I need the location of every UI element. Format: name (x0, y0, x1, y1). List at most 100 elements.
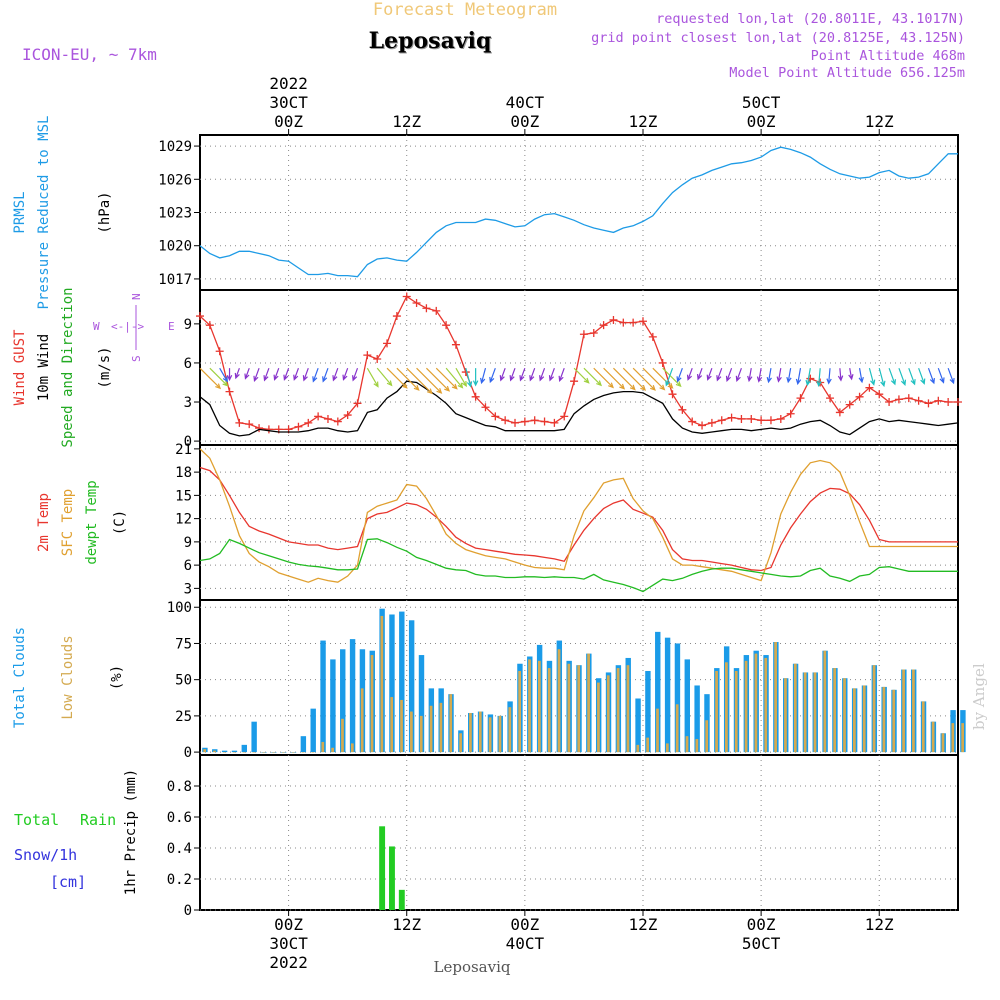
gust-cross-marker (205, 321, 214, 330)
clouds-bar (311, 752, 315, 753)
clouds-bar (449, 694, 453, 753)
gust-cross-marker (954, 398, 962, 407)
gridpoint-coords: grid point closest lon,lat (20.8125E, 43… (591, 30, 965, 46)
clouds-ytick-label: 100 (167, 600, 192, 616)
pressure-axis-label: PRMSL (12, 191, 28, 233)
gust-cross-marker (570, 377, 579, 386)
wind-arrow (509, 367, 516, 382)
wind-arrow (548, 367, 555, 382)
clouds-bar (242, 752, 246, 753)
gust-cross-marker (629, 318, 638, 327)
pressure-ytick-label: 1026 (158, 172, 192, 188)
requested-coords: requested lon,lat (20.8011E, 43.1017N) (656, 11, 965, 27)
gust-cross-marker (698, 421, 707, 430)
wind-arrow (937, 367, 945, 384)
clouds-bar (498, 715, 502, 753)
wind-frame (199, 289, 959, 446)
wind-axis-label: (m/s) (97, 346, 113, 388)
wind-arrow (573, 367, 590, 384)
gust-cross-marker (904, 394, 913, 403)
clouds-bar (557, 649, 561, 753)
wind-arrow (489, 367, 496, 384)
precip-label-rain: Rain (80, 811, 116, 829)
wind-arrow (776, 368, 782, 383)
clouds-bar (340, 649, 346, 753)
wind-arrow (898, 367, 907, 386)
wind-arrow (283, 367, 290, 381)
temperature-line (199, 466, 958, 572)
precip-bar (398, 889, 405, 910)
clouds-ytick-label: 0 (184, 745, 192, 761)
precip-ytick-label: 0.2 (167, 872, 192, 888)
wind-arrow (219, 367, 228, 383)
wind-axis-label: Speed and Direction (60, 287, 76, 447)
bottom-time-label: 50CT (742, 934, 781, 953)
wind-arrow (445, 367, 464, 389)
credit-watermark: by Angel (970, 663, 988, 730)
gust-cross-marker (314, 412, 323, 421)
clouds-axis-label: Low Clouds (60, 635, 76, 719)
clouds-bar (272, 752, 275, 753)
clouds-bar (774, 642, 777, 753)
clouds-bar (784, 678, 787, 753)
clouds-bar (892, 689, 896, 753)
precip-ytick-label: 0.6 (167, 810, 192, 826)
gust-cross-marker (363, 351, 372, 360)
wind-arrow (858, 368, 864, 384)
clouds-bar (567, 663, 571, 753)
wind-arrow (908, 367, 916, 386)
clouds-bar (803, 672, 807, 753)
top-time-label: 12Z (629, 112, 658, 131)
subtitle: Forecast Meteogram (373, 0, 557, 20)
wind-arrow (583, 367, 603, 387)
clouds-bar (725, 662, 728, 753)
wind-arrow (676, 367, 683, 383)
gust-cross-marker (511, 418, 520, 427)
wind-arrow (435, 367, 458, 390)
clouds-bar (469, 712, 472, 753)
wind-arrow (766, 368, 772, 384)
wind-arrow (366, 367, 379, 388)
wind-arrow (386, 367, 408, 389)
clouds-bar (300, 736, 307, 753)
gust-cross-marker (264, 425, 273, 434)
top-time-label: 12Z (392, 112, 421, 131)
top-time-label: 00Z (510, 112, 539, 131)
clouds-bar (330, 659, 336, 753)
wind-arrow (209, 367, 229, 387)
gust-cross-marker (678, 405, 687, 414)
temperature-line (199, 538, 958, 593)
clouds-bar (754, 653, 758, 753)
gust-cross-marker (471, 392, 480, 401)
clouds-bar (399, 611, 405, 753)
top-time-label: 00Z (274, 112, 303, 131)
gust-cross-marker (747, 414, 756, 423)
station-title: Leposaviq (369, 28, 492, 54)
wind-arrow (342, 367, 349, 381)
gust-cross-marker (392, 312, 401, 321)
clouds-bar (833, 668, 837, 753)
gust-cross-marker (894, 395, 903, 404)
clouds-bar (941, 733, 945, 753)
top-time-label: 2022 (269, 74, 308, 93)
wind-arrow (665, 367, 674, 387)
wind-arrow (352, 367, 359, 382)
model-label: ICON-EU, ~ 7km (22, 45, 157, 64)
gust-cross-marker (225, 387, 234, 396)
compass-south: S (130, 355, 143, 362)
gust-cross-marker (304, 418, 313, 427)
clouds-bar (635, 698, 641, 753)
wind-ytick-label: 0 (184, 434, 192, 450)
point-altitude: Point Altitude 468m (811, 48, 965, 64)
bottom-time-label: 00Z (510, 915, 539, 934)
clouds-bar (350, 743, 354, 753)
compass-east: E (168, 320, 175, 333)
temperature-ytick-label: 15 (175, 488, 192, 504)
gust-cross-marker (924, 399, 933, 408)
clouds-bar (341, 718, 344, 753)
wind-arrow (425, 367, 451, 392)
gust-cross-marker (717, 416, 726, 425)
clouds-ytick-label: 75 (175, 636, 192, 652)
wind-arrow (696, 367, 703, 381)
top-time-label: 00Z (747, 112, 776, 131)
